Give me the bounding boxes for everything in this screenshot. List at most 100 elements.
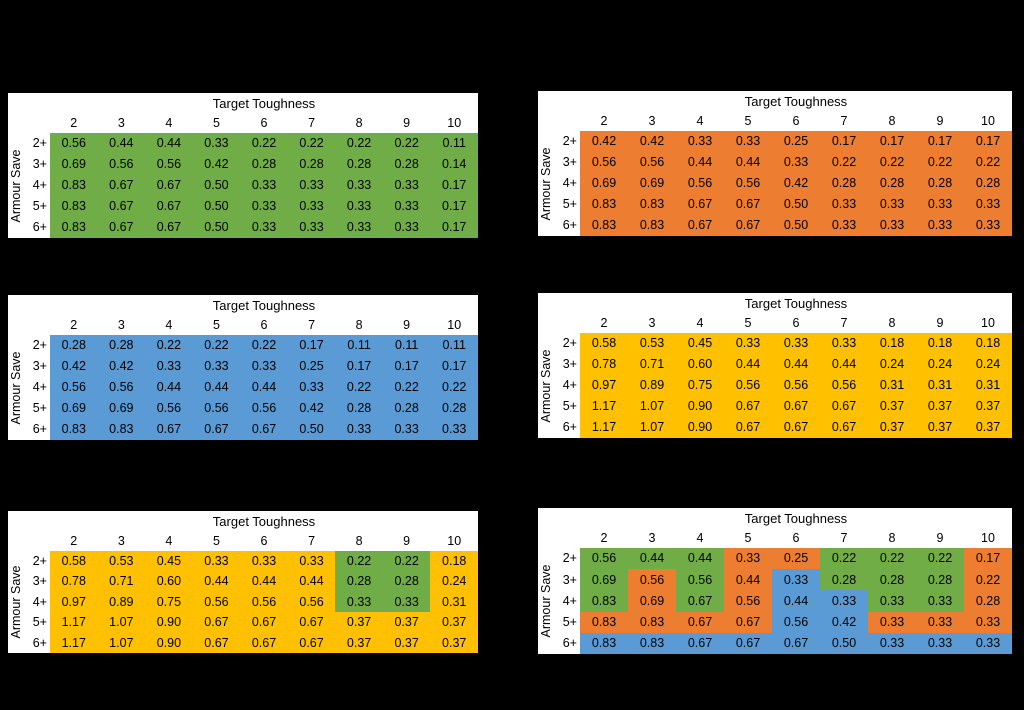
table-cell: 0.33 (916, 215, 964, 236)
table-cell: 0.33 (916, 611, 964, 633)
table-cell: 0.22 (868, 548, 916, 570)
damage-table-top-left: Target Toughness 2 3 4 5 6 7 8 9 10 Armour Save 2+ 0… (8, 93, 478, 238)
table-cell: 0.37 (916, 417, 964, 438)
table-cell: 0.33 (335, 175, 383, 196)
table-cell: 0.17 (964, 548, 1012, 570)
row-header: 6+ (562, 636, 577, 651)
table-cell: 0.69 (97, 398, 146, 419)
col-header: 2 (600, 531, 608, 546)
table-cell: 0.90 (676, 396, 724, 417)
row-header: 6+ (32, 220, 47, 235)
row-header: 3+ (32, 157, 47, 172)
table-cell: 0.33 (240, 196, 288, 217)
row-header: 5+ (562, 614, 577, 629)
row-header: 5+ (32, 401, 47, 416)
table-cell: 0.22 (964, 569, 1012, 591)
table-cell: 0.44 (676, 548, 724, 570)
table-cell: 0.33 (916, 590, 964, 612)
table-cell: 0.56 (724, 590, 772, 612)
table-cell: 0.33 (964, 194, 1012, 215)
table-cell: 0.83 (50, 196, 98, 217)
table-cell: 0.31 (430, 591, 478, 613)
table-cell: 0.67 (145, 419, 193, 440)
table-cell: 0.37 (430, 632, 478, 653)
table-cell: 0.28 (820, 173, 868, 194)
table-cell: 0.69 (580, 173, 628, 194)
table-cell: 0.69 (580, 569, 628, 591)
table-cell: 0.22 (820, 152, 868, 173)
table-cell: 0.56 (628, 569, 676, 591)
table-cell: 0.28 (335, 571, 383, 592)
table-cell: 0.67 (772, 632, 820, 654)
table-cell: 0.22 (382, 133, 431, 154)
table-cell: 0.45 (145, 551, 193, 572)
table-cell: 0.67 (676, 215, 724, 236)
table-cell: 0.67 (240, 632, 288, 653)
col-header: 5 (212, 534, 220, 549)
table-cell: 1.07 (628, 396, 676, 417)
table-cell: 0.44 (628, 548, 676, 570)
table-cell: 0.56 (192, 398, 241, 419)
col-header: 4 (696, 531, 704, 546)
table-cell: 0.67 (97, 196, 146, 217)
table-cell: 0.22 (916, 548, 964, 570)
table-cell: 0.33 (868, 194, 916, 215)
table-cell: 0.33 (676, 131, 724, 152)
table-cell: 0.37 (335, 632, 383, 653)
table-cell: 0.17 (430, 217, 478, 238)
col-header: 7 (840, 114, 848, 129)
col-header: 2 (70, 534, 78, 549)
table-cell: 0.22 (192, 335, 241, 356)
table-title: Target Toughness (744, 511, 848, 526)
table-cell: 0.67 (145, 175, 193, 196)
col-header: 6 (260, 534, 268, 549)
col-header: 6 (260, 116, 268, 131)
table-cell: 0.56 (676, 569, 724, 591)
table-cell: 0.67 (724, 396, 772, 417)
row-header: 6+ (562, 218, 577, 233)
y-axis-label-text: Armour Save (538, 349, 553, 422)
table-cell: 0.67 (287, 632, 336, 653)
table-cell: 0.22 (240, 133, 288, 154)
table-cell: 0.44 (724, 152, 772, 173)
table-cell: 0.44 (192, 571, 241, 592)
col-header: 2 (70, 116, 78, 131)
table-cell: 0.24 (916, 354, 964, 375)
table-cell: 0.33 (724, 548, 772, 570)
table-cell: 0.83 (580, 611, 628, 633)
table-cell: 0.28 (382, 571, 431, 592)
table-cell: 0.22 (335, 377, 383, 398)
row-header: 4+ (562, 593, 577, 608)
table-cell: 0.33 (916, 194, 964, 215)
table-cell: 0.17 (964, 131, 1012, 152)
table-cell: 0.90 (145, 632, 193, 653)
table-cell: 0.18 (868, 333, 916, 354)
table-cell: 0.22 (430, 377, 478, 398)
table-cell: 0.53 (97, 551, 146, 572)
col-header: 9 (936, 531, 944, 546)
table-cell: 0.56 (97, 154, 146, 175)
table-cell: 0.56 (145, 154, 193, 175)
row-header: 5+ (562, 399, 577, 414)
table-cell: 0.28 (916, 173, 964, 194)
y-axis-label-text: Armour Save (538, 147, 553, 220)
table-cell: 0.18 (430, 551, 478, 572)
table-cell: 0.44 (772, 590, 820, 612)
table-cell: 0.25 (287, 356, 336, 377)
col-header: 7 (308, 534, 316, 549)
table-cell: 0.37 (916, 396, 964, 417)
col-header: 10 (447, 534, 462, 549)
col-header: 4 (165, 318, 173, 333)
table-cell: 0.33 (192, 356, 241, 377)
table-cell: 0.83 (580, 632, 628, 654)
row-header: 5+ (32, 199, 47, 214)
table-title: Target Toughness (212, 514, 316, 529)
col-header: 8 (355, 116, 363, 131)
row-header: 3+ (562, 155, 577, 170)
table-cell: 0.17 (430, 175, 478, 196)
table-cell: 0.42 (192, 154, 241, 175)
row-header: 2+ (562, 336, 577, 351)
table-title: Target Toughness (744, 296, 848, 311)
table-cell: 0.17 (430, 356, 478, 377)
col-header: 3 (648, 531, 656, 546)
